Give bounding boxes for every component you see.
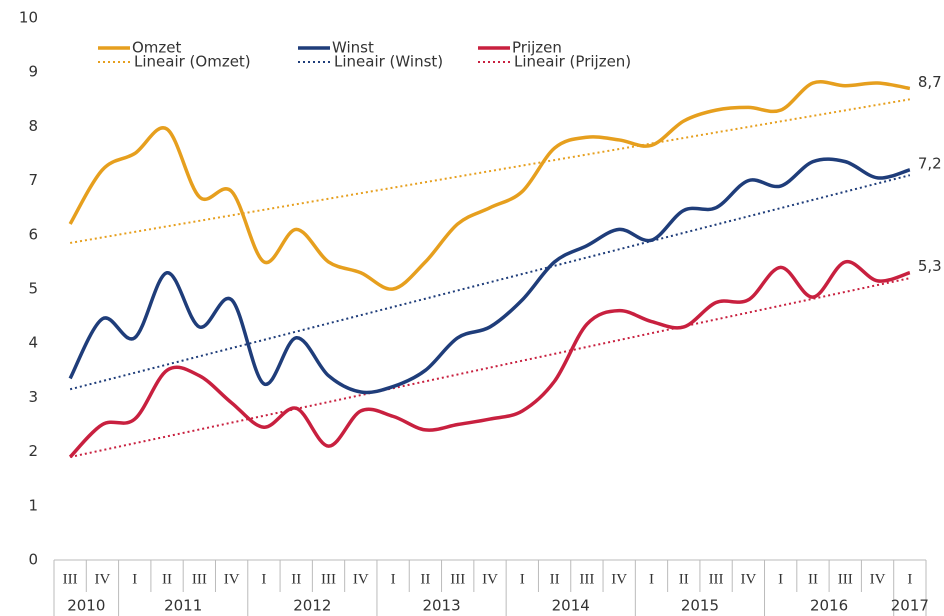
x-tick-label: III: [709, 571, 724, 587]
x-tick-label: I: [132, 571, 137, 587]
x-group-label: 2016: [810, 597, 848, 615]
x-tick-label: IV: [611, 571, 627, 587]
legend-label: Prijzen: [512, 39, 562, 57]
x-tick-label: IV: [353, 571, 369, 587]
x-tick-label: III: [321, 571, 336, 587]
legend-label: Lineair (Omzet): [134, 53, 251, 71]
series-line: [68, 80, 911, 291]
x-tick-label: II: [420, 571, 430, 587]
y-tick-label: 2: [28, 442, 38, 460]
legend-label: Winst: [332, 39, 374, 57]
trendline: [69, 277, 911, 458]
x-tick-label: III: [579, 571, 594, 587]
x-tick-label: IV: [870, 571, 886, 587]
x-tick-label: IV: [482, 571, 498, 587]
y-tick-label: 8: [28, 117, 38, 135]
y-tick-label: 3: [28, 388, 38, 406]
x-tick-label: I: [649, 571, 654, 587]
x-group-label: 2017: [891, 597, 929, 615]
x-tick-label: I: [391, 571, 396, 587]
y-tick-label: 4: [28, 334, 38, 352]
x-tick-label: III: [192, 571, 207, 587]
x-group-label: 2015: [681, 597, 719, 615]
y-tick-label: 5: [28, 280, 38, 298]
series-line: [68, 260, 911, 459]
legend-label: Lineair (Winst): [334, 53, 443, 71]
y-tick-label: 0: [28, 551, 38, 569]
x-tick-label: III: [450, 571, 465, 587]
y-tick-label: 7: [28, 171, 38, 189]
legend-label: Omzet: [132, 39, 182, 57]
series-line: [68, 157, 911, 395]
x-group-label: 2010: [67, 597, 105, 615]
y-tick-label: 10: [19, 9, 38, 27]
x-tick-label: II: [550, 571, 560, 587]
trendline: [69, 98, 911, 244]
end-label: 5,3: [918, 257, 942, 275]
end-label: 8,7: [918, 73, 942, 91]
legend-label: Lineair (Prijzen): [514, 53, 631, 71]
x-tick-label: IV: [95, 571, 111, 587]
y-tick-label: 1: [28, 496, 38, 514]
y-tick-label: 9: [28, 63, 38, 81]
x-tick-label: I: [261, 571, 266, 587]
x-tick-label: II: [162, 571, 172, 587]
x-tick-label: IV: [740, 571, 756, 587]
x-tick-label: II: [291, 571, 301, 587]
x-tick-label: I: [520, 571, 525, 587]
x-tick-label: I: [778, 571, 783, 587]
x-group-label: 2011: [164, 597, 202, 615]
y-tick-label: 6: [28, 225, 38, 243]
x-tick-label: II: [679, 571, 689, 587]
x-tick-label: III: [838, 571, 853, 587]
x-tick-label: II: [808, 571, 818, 587]
x-group-label: 2013: [422, 597, 460, 615]
x-group-label: 2014: [552, 597, 590, 615]
x-tick-label: III: [63, 571, 78, 587]
x-group-label: 2012: [293, 597, 331, 615]
x-tick-label: I: [907, 571, 912, 587]
x-tick-label: IV: [224, 571, 240, 587]
end-label: 7,2: [918, 154, 942, 172]
